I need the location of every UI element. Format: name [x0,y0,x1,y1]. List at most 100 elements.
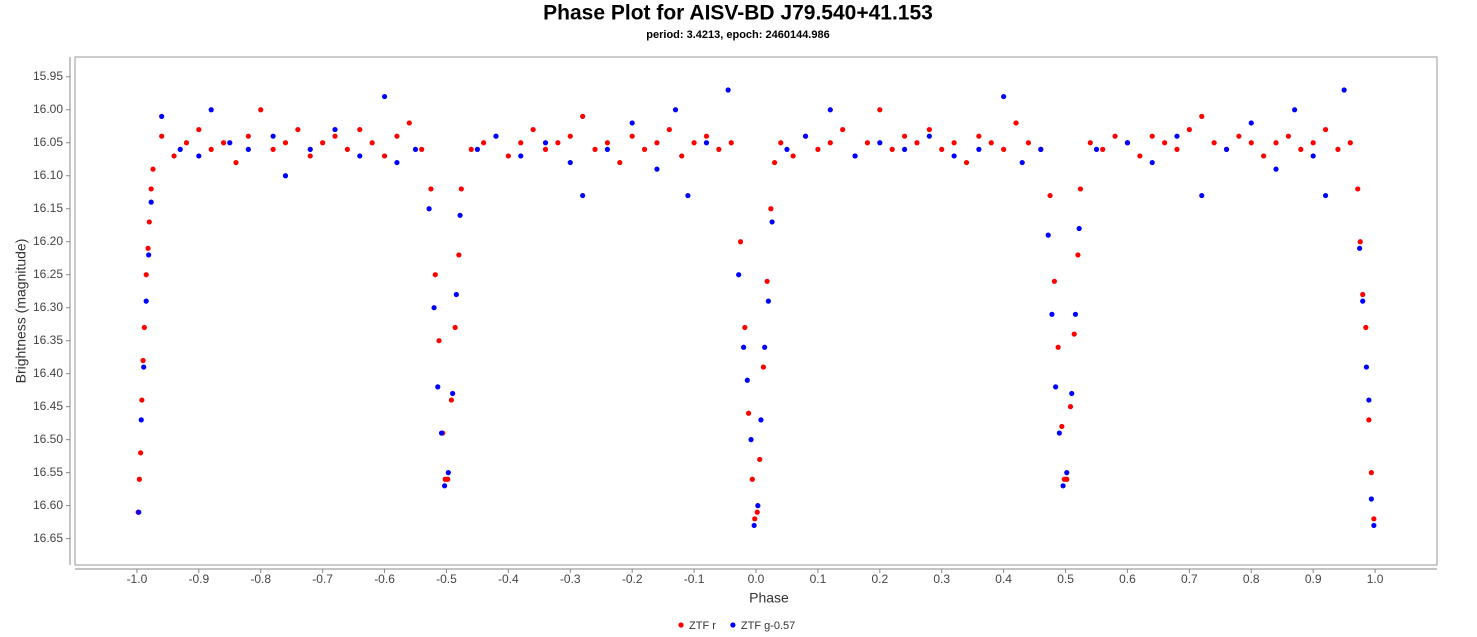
data-point [146,252,152,258]
data-point [428,186,434,192]
data-point [889,146,895,152]
data-point [505,153,511,159]
x-tick-label: -1.0 [127,572,148,586]
data-point [441,483,448,489]
data-point [914,140,920,146]
data-point [1368,470,1374,476]
y-tick-label: 16.55 [33,465,63,479]
data-point [754,509,760,515]
data-point [716,146,722,152]
x-tick-label: 0.4 [995,572,1012,586]
data-point [196,126,202,133]
data-point [976,146,982,152]
data-point [412,146,419,152]
data-point [1124,140,1131,146]
y-tick-label: 16.00 [33,102,63,116]
y-tick-label: 16.15 [33,201,63,215]
data-point [445,476,451,482]
data-point [748,437,754,443]
data-point [951,140,957,146]
data-point [629,120,635,126]
data-point [742,324,748,331]
data-point [146,219,152,225]
data-point [159,133,165,139]
data-point [877,140,883,146]
data-point [208,146,214,152]
data-point [530,126,536,133]
data-point [877,107,883,113]
x-tick-label: -0.8 [250,572,271,586]
data-point [1100,146,1106,152]
data-point [769,219,775,225]
data-point [1149,159,1155,166]
x-tick-label: 1.0 [1367,572,1384,586]
data-point [1341,87,1347,93]
data-point [1366,397,1372,403]
data-point [1059,423,1065,430]
data-point [183,140,190,146]
data-point [432,272,438,278]
data-point [1060,483,1066,489]
y-tick-label: 16.20 [33,234,63,248]
data-point [1075,252,1081,258]
data-point [1363,324,1369,331]
data-point [771,159,778,166]
data-point [728,140,734,146]
data-point [136,476,142,482]
data-point [457,212,463,218]
data-point [381,153,388,159]
data-point [1067,404,1074,410]
data-point [1019,159,1025,166]
data-point [1355,186,1361,192]
data-point [1273,140,1279,146]
data-point [450,390,456,397]
x-tick-label: -0.7 [312,572,333,586]
data-point [1069,390,1075,397]
data-point [419,146,425,152]
data-point [435,384,441,390]
data-point [140,357,146,364]
data-point [1055,344,1061,350]
data-point [1013,120,1019,126]
data-point [369,140,375,146]
data-point [1347,140,1353,146]
data-point [456,252,462,258]
data-point [760,364,767,370]
data-point [1285,133,1292,139]
data-point [357,126,363,133]
data-point [394,133,400,139]
data-point [580,113,586,119]
data-point [138,450,144,456]
data-point [1064,470,1070,476]
data-point [1322,126,1329,133]
data-point [1261,153,1267,159]
y-tick-label: 16.50 [33,432,63,446]
data-point [725,87,731,93]
data-point [654,166,660,172]
data-point [1162,140,1168,146]
data-point [1038,146,1044,152]
data-point [481,140,487,146]
data-point [518,140,524,146]
data-point [1310,153,1316,159]
x-tick-label: -0.2 [622,572,643,586]
data-point [1053,384,1059,390]
data-point [1368,496,1374,502]
data-point [1001,93,1007,100]
data-point [1072,311,1079,317]
data-point [344,146,350,152]
data-point [438,430,445,436]
data-point [233,159,239,166]
data-point [629,133,635,139]
data-point [1292,107,1298,113]
data-point [148,186,154,192]
data-point [452,324,458,331]
data-point [749,476,755,482]
data-point [703,133,710,139]
data-point [282,173,289,179]
data-point [1366,417,1372,423]
data-point [320,140,326,146]
data-point [245,146,251,152]
data-point [555,140,561,146]
x-tick-label: -0.4 [498,572,519,586]
